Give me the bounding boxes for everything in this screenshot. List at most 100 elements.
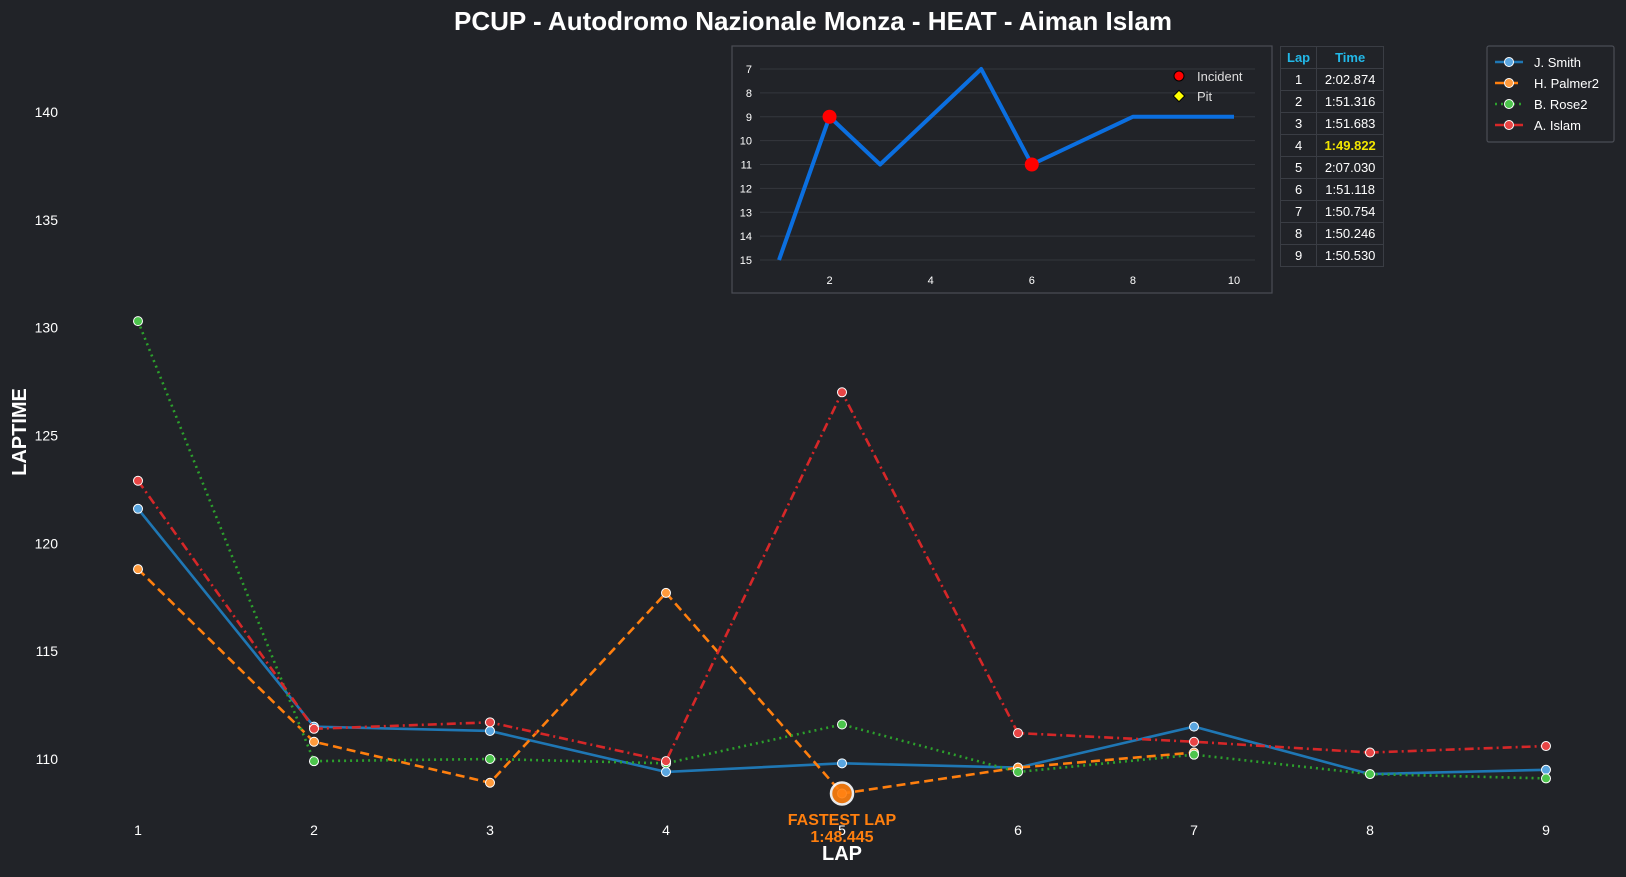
inset-y-tick-label: 14 [740, 231, 752, 243]
y-axis-label: LAPTIME [9, 388, 31, 476]
data-point [837, 758, 847, 769]
x-tick-label: 2 [310, 822, 318, 838]
data-point [309, 736, 319, 747]
data-point [1541, 773, 1551, 784]
data-point [309, 723, 319, 734]
table-row: 2 1:51.316 [1279, 90, 1385, 113]
lap-cell: 7 [1279, 200, 1318, 223]
time-cell: 1:51.316 [1316, 90, 1385, 113]
fastest-lap-marker [829, 781, 855, 806]
lap-cell: 6 [1279, 178, 1318, 201]
main-series-lines [133, 316, 1551, 799]
legend-label: B. Rose2 [1534, 97, 1587, 112]
lap-cell: 8 [1279, 222, 1318, 245]
pit-legend-label: Pit [1197, 89, 1213, 104]
table-row: 8 1:50.246 [1279, 222, 1385, 245]
legend-marker [1504, 78, 1514, 88]
lap-cell: 4 [1279, 134, 1318, 157]
x-tick-label: 4 [662, 822, 670, 838]
y-tick-label: 125 [35, 427, 59, 443]
legend-label: A. Islam [1534, 118, 1581, 133]
inset-y-tick-label: 15 [740, 255, 752, 267]
data-point [1365, 769, 1375, 780]
data-point [133, 503, 143, 514]
x-tick-label: 5 [838, 822, 846, 838]
data-point [1189, 749, 1199, 760]
time-cell: 1:51.683 [1316, 112, 1385, 135]
series-j-smith [133, 503, 1551, 780]
lap-cell: 5 [1279, 156, 1318, 179]
data-point [133, 564, 143, 575]
data-point [837, 719, 847, 730]
lap-cell: 2 [1279, 90, 1318, 113]
incident-marker [822, 109, 837, 124]
chart-title: PCUP - Autodromo Nazionale Monza - HEAT … [454, 6, 1172, 36]
data-point [485, 725, 495, 736]
time-cell: 1:50.530 [1316, 244, 1385, 267]
time-cell: 1:50.754 [1316, 200, 1385, 223]
x-tick-label: 9 [1542, 822, 1550, 838]
data-point [485, 777, 495, 788]
series-b-rose2 [133, 316, 1551, 784]
table-row: 5 2:07.030 [1279, 156, 1385, 179]
inset-x-tick-label: 2 [826, 275, 832, 287]
table-row: 3 1:51.683 [1279, 112, 1385, 135]
inset-x-tick-label: 6 [1029, 275, 1035, 287]
y-tick-label: 140 [35, 104, 59, 120]
time-cell: 2:02.874 [1316, 68, 1385, 91]
lap-cell: 3 [1279, 112, 1318, 135]
inset-position-line [777, 67, 1234, 261]
incident-legend-label: Incident [1197, 69, 1243, 84]
y-tick-label: 130 [35, 320, 59, 336]
data-point [1365, 747, 1375, 758]
data-point [1541, 741, 1551, 752]
data-point [661, 756, 671, 767]
table-row: 1 2:02.874 [1279, 68, 1385, 91]
inset-y-tick-label: 10 [740, 136, 752, 148]
data-point [133, 475, 143, 486]
lap-header: Lap [1279, 46, 1318, 69]
fastest-lap-label: FASTEST LAP [788, 812, 897, 829]
x-tick-label: 3 [486, 822, 494, 838]
data-point [133, 316, 143, 327]
inset-y-tick-label: 12 [740, 183, 752, 195]
lap-time-table: Lap Time 1 2:02.874 2 1:51.316 3 1:51.683 4… [1279, 46, 1385, 267]
data-point [837, 387, 847, 398]
x-tick-label: 8 [1366, 822, 1374, 838]
table-row-best: 4 1:49.822 [1279, 134, 1385, 157]
x-tick-label: 1 [134, 822, 142, 838]
data-point [1189, 736, 1199, 747]
data-point [309, 756, 319, 767]
time-cell-best: 1:49.822 [1316, 134, 1385, 157]
time-cell: 1:50.246 [1316, 222, 1385, 245]
inset-x-tick-label: 4 [928, 275, 934, 287]
legend-label: H. Palmer2 [1534, 76, 1599, 91]
series-line [136, 320, 1547, 780]
legend: J. Smith H. Palmer2 B. Rose2 A. Islam [1486, 45, 1615, 143]
inset-y-tick-label: 8 [746, 88, 752, 100]
y-tick-label: 135 [35, 212, 59, 228]
fastest-lap-time: 1:48.445 [810, 829, 873, 846]
time-cell: 2:07.030 [1316, 156, 1385, 179]
legend-marker [1504, 99, 1514, 109]
inset-y-tick-label: 7 [746, 64, 752, 76]
lap-cell: 9 [1279, 244, 1318, 267]
time-header: Time [1316, 46, 1385, 69]
incident-marker [1024, 157, 1039, 172]
legend-marker [1504, 57, 1514, 67]
time-cell: 1:51.118 [1316, 178, 1385, 201]
data-point [661, 587, 671, 598]
data-point [1541, 764, 1551, 775]
inset-x-tick-label: 8 [1130, 275, 1136, 287]
series-line [136, 389, 1547, 763]
y-tick-label: 115 [36, 643, 59, 659]
legend-marker [1504, 120, 1514, 130]
inset-y-tick-label: 13 [740, 207, 752, 219]
x-tick-label: 7 [1190, 822, 1198, 838]
series-line [136, 507, 1547, 776]
legend-label: J. Smith [1534, 55, 1581, 70]
